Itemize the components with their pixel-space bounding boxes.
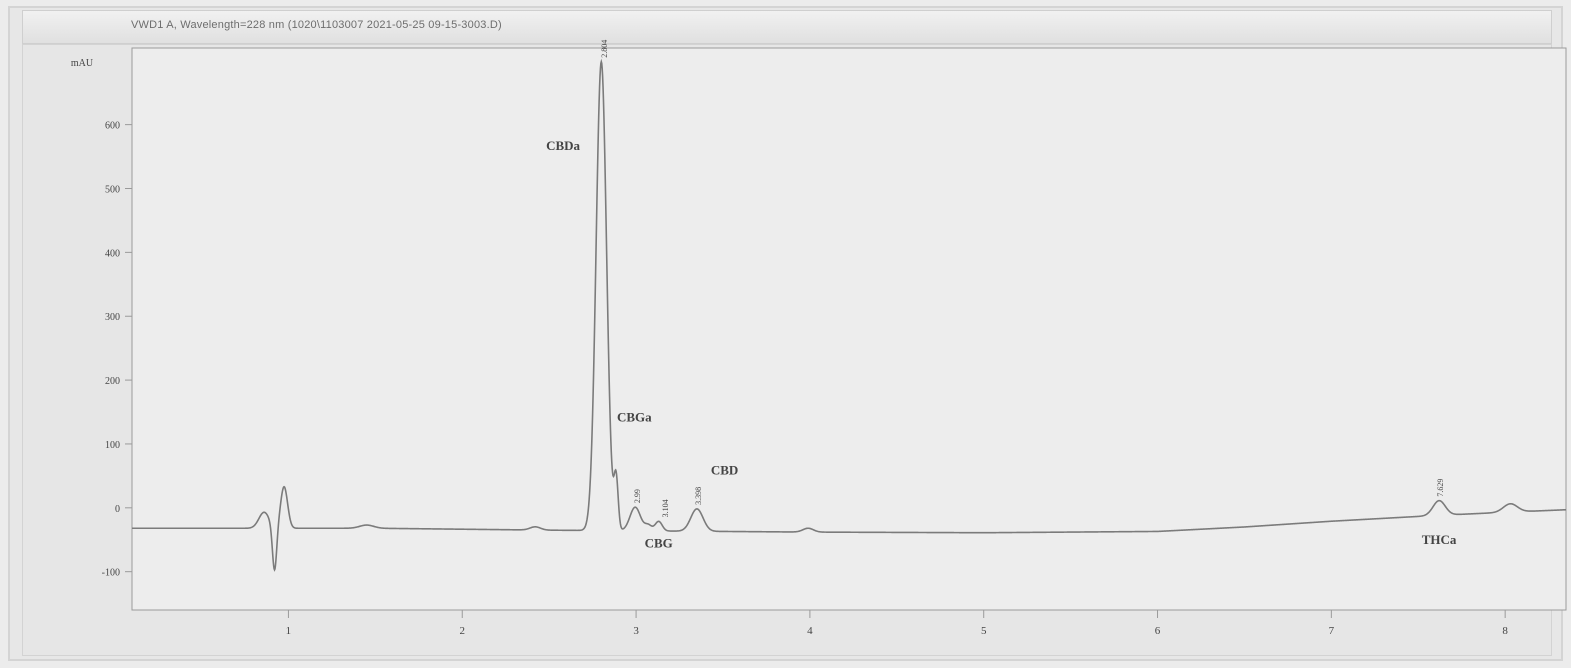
y-tick-label: 200: [105, 376, 120, 387]
peak-marker-7: [634, 506, 636, 508]
peak-label-cbd: CBD: [711, 463, 738, 478]
x-tick-label: 3: [633, 625, 639, 637]
peak-label-cbg: CBG: [645, 535, 673, 550]
peak-label-cbda: CBDa: [546, 138, 580, 153]
x-tick-label: 8: [1502, 625, 1508, 637]
chromatogram-trace: [132, 58, 1567, 572]
x-tick-label: 2: [460, 625, 466, 637]
peak-marker-5: [601, 61, 603, 63]
retention-time-label: 3.104: [661, 499, 670, 517]
peak-marker-1: [274, 569, 276, 571]
peak-marker-0: [263, 511, 265, 513]
y-tick-label: 300: [105, 312, 120, 323]
peak-marker-13: [1510, 503, 1512, 505]
y-tick-label: 100: [105, 440, 120, 451]
y-tick-label: -100: [102, 568, 120, 579]
peak-marker-4: [534, 526, 536, 528]
plot-area: [131, 47, 1567, 611]
peak-marker-11: [807, 527, 809, 529]
chart-title-bar: VWD1 A, Wavelength=228 nm (1020\1103007 …: [22, 10, 1552, 44]
x-tick-label: 1: [286, 625, 292, 637]
y-tick-label: 400: [105, 248, 120, 259]
retention-time-label: 3.398: [694, 487, 703, 505]
peak-marker-3: [366, 524, 368, 526]
y-tick-label: 600: [105, 121, 120, 132]
y-tick-label: 0: [115, 504, 120, 515]
peak-marker-12: [1438, 500, 1440, 502]
y-axis-unit-label: mAU: [71, 58, 94, 69]
y-tick-label: 500: [105, 185, 120, 196]
x-tick-label: 6: [1155, 625, 1161, 637]
retention-time-label: 2.99: [633, 489, 642, 503]
x-tick-label: 5: [981, 625, 987, 637]
peak-label-thca: THCa: [1422, 532, 1457, 547]
peak-marker-2: [283, 486, 285, 488]
peak-marker-9: [658, 521, 660, 523]
retention-time-label: 7.629: [1436, 479, 1445, 497]
peak-marker-10: [696, 508, 698, 510]
peak-label-cbga: CBGa: [617, 410, 652, 425]
peak-marker-8: [647, 523, 649, 525]
x-tick-label: 7: [1329, 625, 1335, 637]
retention-time-label: 2.804: [600, 40, 609, 58]
peak-marker-6: [615, 470, 617, 472]
x-tick-label: 4: [807, 625, 813, 637]
chart-window-title: VWD1 A, Wavelength=228 nm (1020\1103007 …: [131, 19, 502, 31]
